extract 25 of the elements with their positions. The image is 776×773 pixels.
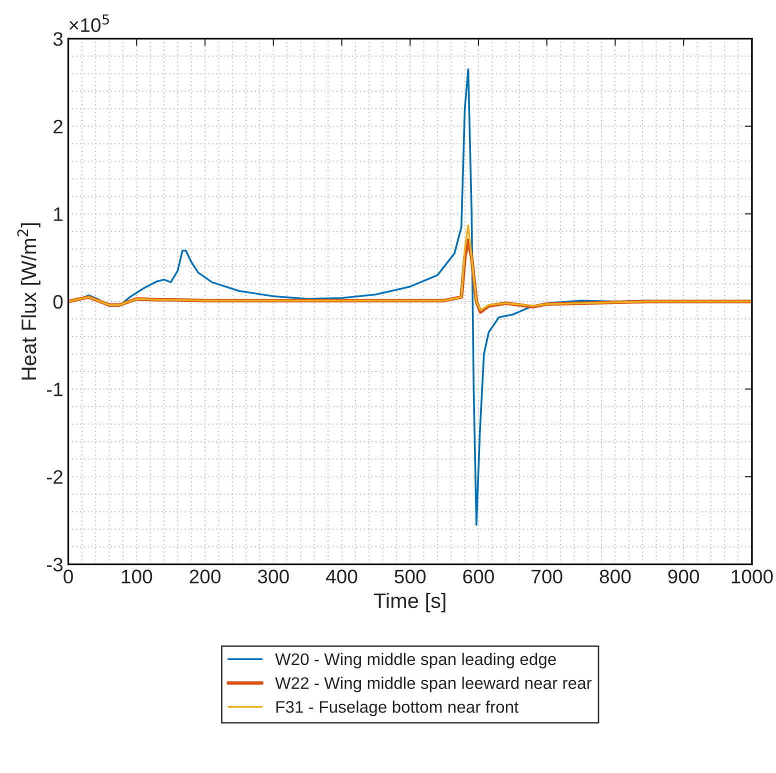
x-tick-label: 700 [532,570,562,584]
x-tick-label: 300 [258,570,289,584]
legend-label: F31 - Fuselage bottom near front [276,700,519,716]
line-series [68,224,752,312]
y-tick-label: 0 [53,294,63,309]
x-tick-label: 400 [326,570,358,584]
text: ×10$^{5}$ [70,14,109,32]
legend-label: W20 - Wing middle span leading edge [275,652,556,668]
x-tick-label: 1000 [732,570,773,584]
x-tick-label: 500 [394,570,426,584]
y-tick-label: -3 [47,558,63,572]
x-tick-label: 800 [600,570,631,584]
x-tick-label: 100 [122,570,152,584]
y-tick-label: -1 [47,382,62,396]
y-tick-label: 3 [53,32,63,46]
x-axis-title: Time [s] [374,592,446,612]
legend-label: W22 - Wing middle span leeward near rear [275,676,592,692]
x-tick-label: 600 [463,570,494,584]
x-tick-label: 900 [668,570,700,584]
y-tick-label: 2 [54,120,62,134]
x-tick-label: 0 [64,570,73,584]
y-tick-label: 1 [54,208,62,221]
x-tick-label: 200 [190,570,220,584]
y-axis-title: Heat Flux [W/m$^{2}$] [17,223,40,380]
y-tick-label: -2 [47,470,62,484]
